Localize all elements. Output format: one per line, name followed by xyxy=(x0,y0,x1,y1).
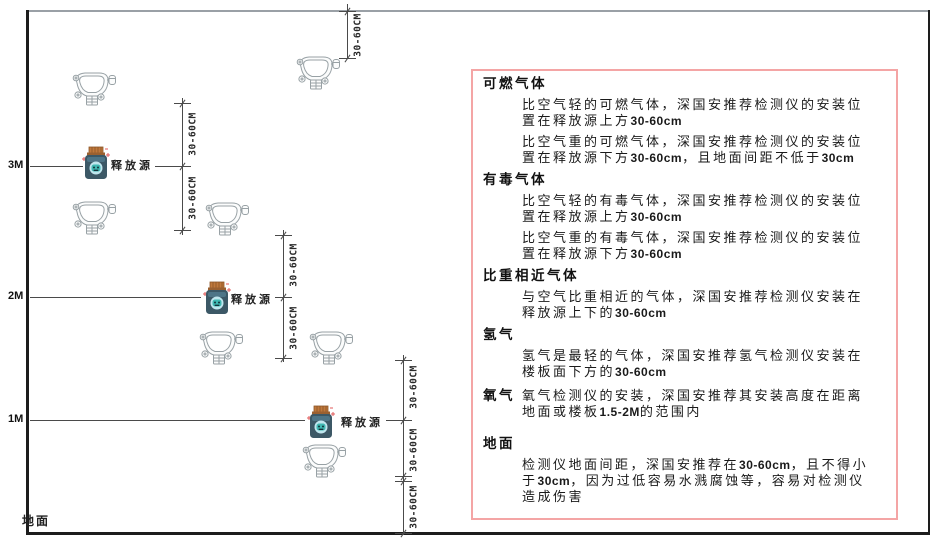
release-source-icon xyxy=(202,281,232,322)
gas-detector-icon xyxy=(294,52,340,97)
height-label: 1M xyxy=(8,413,24,425)
height-label: 2M xyxy=(8,290,24,302)
gas-detector-icon xyxy=(70,197,116,242)
section-heading: 有毒气体 xyxy=(483,172,547,187)
dimension-label: 30-60CM xyxy=(288,243,300,287)
dimension-label: 30-60CM xyxy=(352,13,364,57)
section-heading: 氢气 xyxy=(483,327,515,342)
dimension-label: 30-60CM xyxy=(408,365,420,409)
section-heading: 比重相近气体 xyxy=(483,268,579,283)
section-paragraph: 比空气重的可燃气体，深国安推荐检测仪的安装位置在释放源下方30-60cm，且地面… xyxy=(522,134,864,165)
right-wall-line xyxy=(928,10,930,535)
dimension-line xyxy=(347,4,348,58)
height-label: 3M xyxy=(8,159,24,171)
panel-section: 比重相近气体与空气比重相近的气体，深国安推荐检测仪安装在释放源上下的30-60c… xyxy=(483,268,884,321)
height-leader-line xyxy=(30,297,201,298)
release-source-icon xyxy=(306,405,336,446)
dimension-line xyxy=(403,355,404,535)
gas-detector-icon xyxy=(203,198,249,243)
panel-section: 氧气 氧气检测仪的安装，深国安推荐其安装高度在距离地面或楼板1.5-2M的范围内 xyxy=(483,388,884,420)
release-source-label: 释放源 xyxy=(231,294,273,306)
section-paragraph: 氧气检测仪的安装，深国安推荐其安装高度在距离地面或楼板1.5-2M的范围内 xyxy=(522,388,864,419)
dimension-label: 30-60CM xyxy=(187,112,199,156)
height-leader-line xyxy=(30,420,305,421)
ground-line xyxy=(26,532,930,535)
height-leader-line xyxy=(386,420,403,421)
section-heading: 可燃气体 xyxy=(483,76,547,91)
height-leader-line xyxy=(30,166,83,167)
dimension-label: 30-60CM xyxy=(288,306,300,350)
panel-section: 地面 检测仪地面间距，深国安推荐在30-60cm，且不得小于30cm，因为过低容易… xyxy=(483,436,884,505)
dimension-label: 30-60CM xyxy=(187,176,199,220)
section-paragraph: 氢气是最轻的气体，深国安推荐氢气检测仪安装在楼板面下方的30-60cm xyxy=(522,348,864,379)
section-heading: 氧气 xyxy=(483,388,515,403)
ceiling-line xyxy=(27,10,929,12)
section-paragraph: 检测仪地面间距，深国安推荐在30-60cm，且不得小于30cm，因为过低容易水溅… xyxy=(522,457,869,504)
dimension-label: 30-60CM xyxy=(408,485,420,529)
gas-detector-icon xyxy=(307,327,353,372)
release-source-label: 释放源 xyxy=(111,160,153,172)
section-paragraph: 比空气重的有毒气体，深国安推荐检测仪的安装位置在释放源下方30-60cm xyxy=(522,230,864,261)
panel-section: 可燃气体比空气轻的可燃气体，深国安推荐检测仪的安装位置在释放源上方30-60cm… xyxy=(483,76,884,166)
section-paragraph: 比空气轻的可燃气体，深国安推荐检测仪的安装位置在释放源上方30-60cm xyxy=(522,97,864,128)
gas-detector-icon xyxy=(70,68,116,113)
section-heading: 地面 xyxy=(483,436,515,451)
section-paragraph: 比空气轻的有毒气体，深国安推荐检测仪的安装位置在释放源上方30-60cm xyxy=(522,193,864,224)
info-panel: 可燃气体比空气轻的可燃气体，深国安推荐检测仪的安装位置在释放源上方30-60cm… xyxy=(471,69,898,520)
dimension-label: 30-60CM xyxy=(408,428,420,472)
gas-detector-icon xyxy=(300,440,346,485)
release-source-icon xyxy=(81,146,111,187)
gas-detector-icon xyxy=(197,327,243,372)
left-wall-line xyxy=(26,10,29,535)
release-source-label: 释放源 xyxy=(341,417,383,429)
ground-label: 地面 xyxy=(22,514,51,528)
panel-section: 有毒气体比空气轻的有毒气体，深国安推荐检测仪的安装位置在释放源上方30-60cm… xyxy=(483,172,884,262)
section-paragraph: 与空气比重相近的气体，深国安推荐检测仪安装在释放源上下的30-60cm xyxy=(522,289,864,320)
panel-section: 氢气 氢气是最轻的气体，深国安推荐氢气检测仪安装在楼板面下方的30-60cm xyxy=(483,327,884,380)
height-leader-line xyxy=(155,166,183,167)
